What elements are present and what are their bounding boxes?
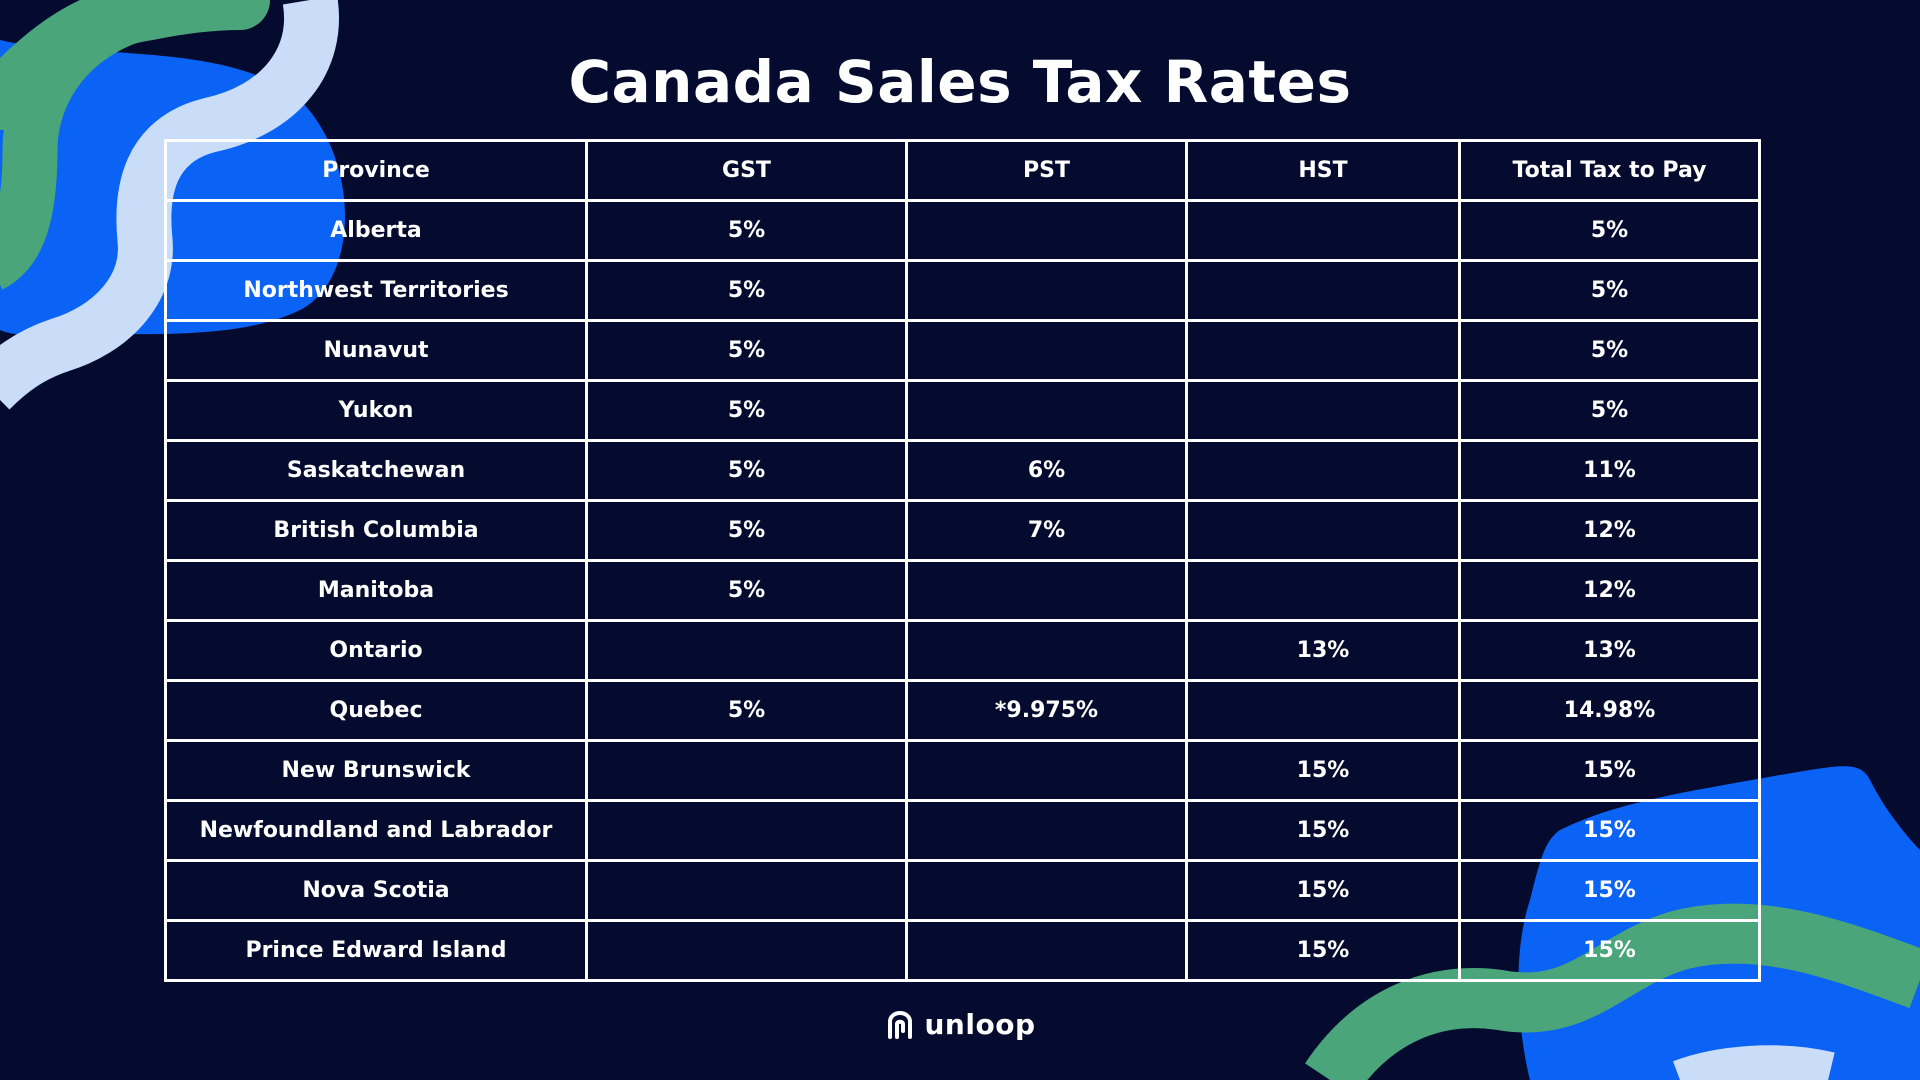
province-cell: Northwest Territories [164,259,588,322]
pst-cell: 7% [905,499,1188,562]
total-tax-cell: 12% [1458,499,1761,562]
table-row: Yukon 5% 5% [164,379,1761,442]
pst-cell: *9.975% [905,679,1188,742]
column-header-gst: GST [585,139,908,202]
total-tax-cell: 15% [1458,919,1761,982]
total-tax-cell: 5% [1458,319,1761,382]
pst-cell [905,859,1188,922]
top-left-green-wave-lower [0,0,158,290]
pst-cell [905,919,1188,982]
total-tax-cell: 13% [1458,619,1761,682]
hst-cell: 15% [1185,739,1461,802]
gst-cell [585,739,908,802]
total-tax-cell: 5% [1458,199,1761,262]
province-cell: Ontario [164,619,588,682]
table-row: New Brunswick 15% 15% [164,739,1761,802]
hst-cell [1185,559,1461,622]
column-header-province: Province [164,139,588,202]
pst-cell [905,379,1188,442]
pst-cell [905,619,1188,682]
total-tax-cell: 15% [1458,799,1761,862]
province-cell: New Brunswick [164,739,588,802]
total-tax-cell: 14.98% [1458,679,1761,742]
hst-cell [1185,439,1461,502]
top-left-light-wave [0,0,339,410]
hst-cell [1185,199,1461,262]
hst-cell: 15% [1185,919,1461,982]
pst-cell [905,199,1188,262]
gst-cell [585,799,908,862]
pst-cell [905,259,1188,322]
gst-cell: 5% [585,259,908,322]
province-cell: British Columbia [164,499,588,562]
province-cell: Saskatchewan [164,439,588,502]
table-row: Ontario 13% 13% [164,619,1761,682]
gst-cell [585,919,908,982]
hst-cell [1185,499,1461,562]
gst-cell: 5% [585,679,908,742]
total-tax-cell: 11% [1458,439,1761,502]
province-cell: Prince Edward Island [164,919,588,982]
hst-cell: 15% [1185,799,1461,862]
table-row: Manitoba 5% 12% [164,559,1761,622]
tax-rates-table: Province GST PST HST Total Tax to Pay Al… [164,139,1761,982]
gst-cell: 5% [585,379,908,442]
total-tax-cell: 5% [1458,379,1761,442]
hst-cell [1185,379,1461,442]
gst-cell: 5% [585,199,908,262]
page-title: Canada Sales Tax Rates [568,48,1352,116]
unloop-logo-icon [887,1010,912,1039]
hst-cell [1185,679,1461,742]
pst-cell [905,319,1188,382]
gst-cell [585,619,908,682]
bottom-right-light-curve [1672,1045,1835,1080]
table-row: Prince Edward Island 15% 15% [164,919,1761,982]
hst-cell [1185,319,1461,382]
total-tax-cell: 5% [1458,259,1761,322]
table-row: Nova Scotia 15% 15% [164,859,1761,922]
table-row: Newfoundland and Labrador 15% 15% [164,799,1761,862]
gst-cell: 5% [585,439,908,502]
hst-cell: 13% [1185,619,1461,682]
province-cell: Nunavut [164,319,588,382]
province-cell: Yukon [164,379,588,442]
pst-cell [905,799,1188,862]
pst-cell [905,559,1188,622]
column-header-pst: PST [905,139,1188,202]
hst-cell: 15% [1185,859,1461,922]
province-cell: Newfoundland and Labrador [164,799,588,862]
pst-cell [905,739,1188,802]
table-row: Saskatchewan 5% 6% 11% [164,439,1761,502]
column-header-hst: HST [1185,139,1461,202]
table-row: British Columbia 5% 7% 12% [164,499,1761,562]
gst-cell: 5% [585,319,908,382]
table-row: Nunavut 5% 5% [164,319,1761,382]
total-tax-cell: 15% [1458,739,1761,802]
brand-logo: unloop [0,1008,1920,1041]
table-row: Quebec 5% *9.975% 14.98% [164,679,1761,742]
table-row: Alberta 5% 5% [164,199,1761,262]
logo-text: unloop [924,1008,1036,1041]
province-cell: Alberta [164,199,588,262]
gst-cell: 5% [585,559,908,622]
table-row: Northwest Territories 5% 5% [164,259,1761,322]
total-tax-cell: 12% [1458,559,1761,622]
table-header-row: Province GST PST HST Total Tax to Pay [164,139,1761,202]
province-cell: Quebec [164,679,588,742]
province-cell: Nova Scotia [164,859,588,922]
total-tax-cell: 15% [1458,859,1761,922]
gst-cell: 5% [585,499,908,562]
column-header-total-tax: Total Tax to Pay [1458,139,1761,202]
gst-cell [585,859,908,922]
hst-cell [1185,259,1461,322]
province-cell: Manitoba [164,559,588,622]
pst-cell: 6% [905,439,1188,502]
